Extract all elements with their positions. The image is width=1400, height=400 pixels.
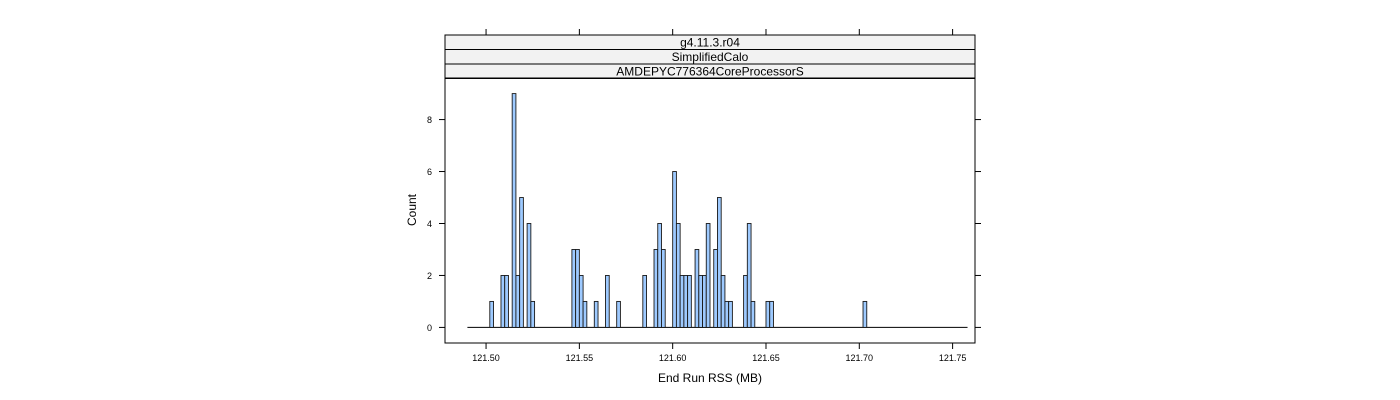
histogram-bar <box>683 275 689 328</box>
histogram-bar <box>698 275 703 328</box>
x-tick-label: 121.60 <box>659 353 687 363</box>
histogram-bar <box>519 197 524 328</box>
strip-label: AMDEPYC776364CoreProcessorS <box>616 65 803 79</box>
histogram-bar <box>593 300 599 328</box>
strip-headers: g4.11.3.r04SimplifiedCaloAMDEPYC776364Co… <box>444 34 976 79</box>
y-tick-label: 4 <box>427 219 432 229</box>
histogram-bar <box>511 93 517 328</box>
y-tick-label: 2 <box>427 271 432 281</box>
histogram-bar <box>661 249 666 328</box>
histogram-bar <box>765 300 771 328</box>
y-axis: 0 2 4 6 8 <box>427 115 981 333</box>
histogram-bar <box>653 249 659 328</box>
histogram-bar <box>526 223 532 328</box>
x-axis-label: End Run RSS (MB) <box>658 371 762 385</box>
strip-label: g4.11.3.r04 <box>680 36 740 50</box>
histogram-bar <box>679 275 685 328</box>
histogram-bar <box>530 300 536 328</box>
histogram-bar <box>672 171 677 328</box>
histogram-bar <box>571 249 577 328</box>
histogram-bar <box>616 300 621 328</box>
histogram-bar <box>489 300 494 328</box>
histogram-bar <box>702 275 707 328</box>
histogram-bar <box>675 223 681 328</box>
y-axis-label: Count <box>405 193 419 226</box>
histogram-bar <box>694 249 700 328</box>
histogram-bar <box>515 275 521 328</box>
y-tick-label: 6 <box>427 167 432 177</box>
x-tick-label: 121.75 <box>939 353 967 363</box>
histogram-bar <box>724 300 730 328</box>
histogram-bar <box>750 300 756 328</box>
histogram-bar <box>578 275 584 328</box>
histogram-bar <box>504 275 509 328</box>
histogram-bar <box>687 275 692 328</box>
histogram-bar <box>717 197 722 328</box>
x-tick-label: 121.65 <box>752 353 780 363</box>
y-tick-label: 0 <box>427 323 432 333</box>
x-axis: 121.50 121.55 121.60 121.65 121.70 121.75 <box>472 29 966 363</box>
histogram-bars <box>489 93 868 328</box>
strip-label: SimplifiedCalo <box>672 50 749 64</box>
histogram-bar <box>582 300 588 328</box>
x-tick-label: 121.50 <box>472 353 500 363</box>
x-tick-label: 121.55 <box>566 353 594 363</box>
histogram-bar <box>728 300 733 328</box>
histogram-bar <box>743 275 748 328</box>
y-tick-label: 8 <box>427 115 432 125</box>
histogram-bar <box>746 223 752 328</box>
histogram-bar <box>657 223 662 328</box>
histogram-bar <box>720 275 726 328</box>
histogram-bar <box>605 275 610 328</box>
histogram-bar <box>713 249 718 328</box>
histogram-bar <box>705 223 711 328</box>
histogram-bar <box>642 275 647 328</box>
x-tick-label: 121.70 <box>846 353 874 363</box>
histogram-bar <box>862 300 868 328</box>
plot-panel <box>444 77 976 344</box>
histogram-bar <box>575 249 580 328</box>
histogram-bar <box>769 300 774 328</box>
histogram-bar <box>500 275 506 328</box>
